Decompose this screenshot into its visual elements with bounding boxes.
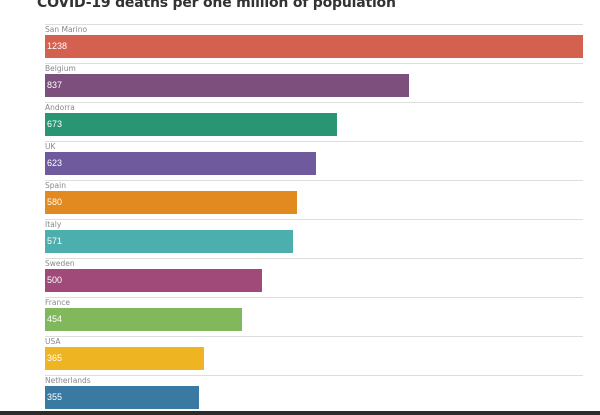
bar-value-label: 623 [47, 158, 63, 168]
row-divider [45, 258, 583, 259]
chart-title: COVID-19 deaths per one million of popul… [37, 0, 396, 11]
row-divider [45, 180, 583, 181]
bar [45, 152, 316, 175]
category-label: Sweden [45, 259, 75, 268]
bar-value-label: 355 [47, 392, 63, 402]
row-divider [45, 24, 583, 25]
category-label: Andorra [45, 103, 75, 112]
row-divider [45, 219, 583, 220]
row-divider [45, 141, 583, 142]
bar [45, 347, 204, 370]
bar [45, 113, 338, 136]
category-label: France [45, 298, 70, 307]
bar-value-label: 571 [47, 236, 63, 246]
row-divider [45, 375, 583, 376]
category-label: Netherlands [45, 376, 91, 385]
bar [45, 386, 200, 409]
row-divider [45, 63, 583, 64]
bar [45, 308, 243, 331]
bar-value-label: 1238 [47, 41, 68, 51]
bar [45, 74, 409, 97]
bar [45, 269, 263, 292]
row-divider [45, 297, 583, 298]
bar-value-label: 673 [47, 119, 63, 129]
bottom-edge-strip [0, 411, 600, 415]
bar-value-label: 454 [47, 314, 63, 324]
category-label: UK [45, 142, 56, 151]
category-label: Italy [45, 220, 62, 229]
category-label: Belgium [45, 64, 76, 73]
category-label: USA [45, 337, 61, 346]
category-label: Spain [45, 181, 66, 190]
bar [45, 191, 298, 214]
category-label: San Marino [45, 25, 88, 34]
bar-value-label: 500 [47, 275, 63, 285]
bar [45, 230, 294, 253]
bar-value-label: 837 [47, 80, 63, 90]
bar [45, 35, 583, 58]
row-divider [45, 336, 583, 337]
bar-value-label: 580 [47, 197, 63, 207]
row-divider [45, 102, 583, 103]
bar-value-label: 365 [47, 353, 63, 363]
